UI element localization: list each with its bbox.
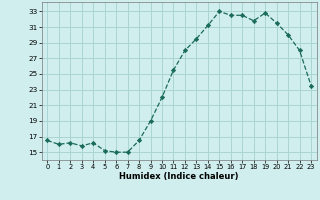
X-axis label: Humidex (Indice chaleur): Humidex (Indice chaleur) (119, 172, 239, 181)
